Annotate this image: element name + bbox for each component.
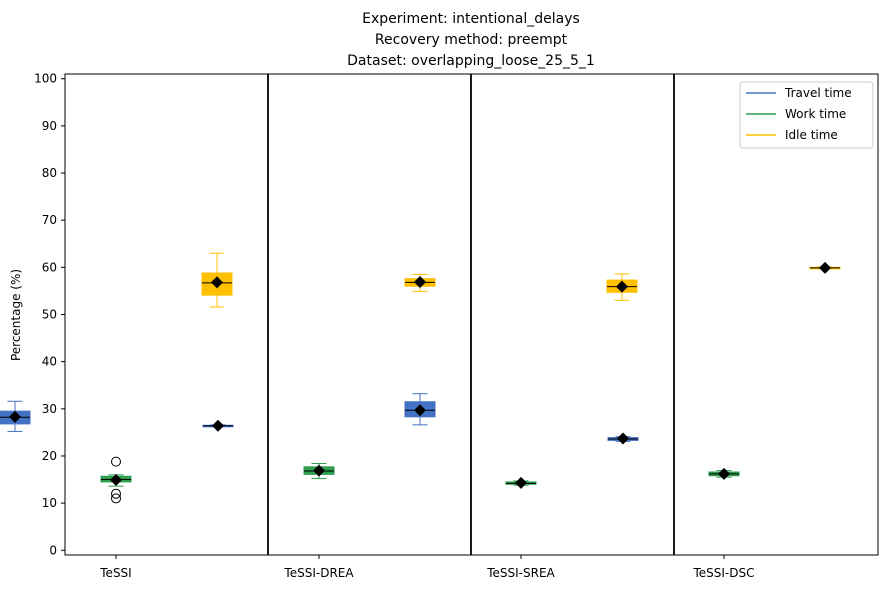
chart-title-line-3: Dataset: overlapping_loose_25_5_1: [347, 53, 595, 69]
y-tick-label: 0: [49, 543, 57, 557]
box-work-time-1: [303, 463, 335, 480]
flier-point: [111, 493, 121, 504]
y-tick-label: 40: [42, 355, 57, 369]
legend-label: Idle time: [785, 128, 838, 142]
mean-marker: [718, 467, 730, 480]
y-tick-label: 80: [42, 166, 57, 180]
x-tick-label: TeSSI-DSC: [692, 566, 754, 580]
y-tick-label: 60: [42, 260, 57, 274]
plot-area: 0 10 20 30 40 50 60 70 80 90 100 TeSSI TeSSI-DREA TeS…: [0, 72, 879, 580]
y-tick-label: 70: [42, 213, 57, 227]
box-work-time-0: [100, 456, 132, 504]
y-tick-label: 90: [42, 119, 57, 133]
y-tick-label: 20: [42, 449, 57, 463]
box-work-time-2: [505, 476, 537, 489]
y-tick-label: 100: [34, 72, 57, 86]
flier-point: [111, 488, 121, 499]
x-tick-label: TeSSI-SREA: [486, 566, 555, 580]
legend-frame: [739, 81, 874, 149]
box-travel-time-0: [0, 400, 31, 432]
y-axis-label: Percentage (%): [9, 269, 23, 361]
chart-title-line-1: Experiment: intentional_delays: [362, 11, 580, 27]
legend-label: Travel time: [784, 86, 852, 100]
legend: Travel time Work time Idle time: [739, 81, 874, 149]
mean-marker: [414, 404, 426, 417]
chart-title-line-2: Recovery method: preempt: [375, 32, 568, 48]
mean-marker: [9, 410, 21, 423]
mean-marker: [616, 280, 628, 293]
legend-label: Work time: [785, 107, 846, 121]
mean-marker: [110, 474, 122, 487]
y-tick-label: 30: [42, 402, 57, 416]
flier-point: [111, 456, 121, 467]
y-tick-label: 10: [42, 496, 57, 510]
box-idle-time-0: [201, 252, 233, 308]
mean-marker: [515, 476, 527, 489]
mean-marker: [414, 275, 426, 288]
mean-marker: [617, 432, 629, 445]
mean-marker: [212, 419, 224, 432]
mean-marker: [819, 261, 831, 274]
box-idle-time-3: [809, 261, 841, 274]
box-idle-time-1: [404, 273, 436, 292]
x-tick-label: TeSSI-DREA: [283, 566, 354, 580]
box-work-time-3: [708, 467, 740, 480]
mean-marker: [211, 276, 223, 289]
box-idle-time-2: [606, 273, 638, 301]
box-travel-time-1: [202, 419, 234, 432]
y-tick-label: 50: [42, 308, 57, 322]
box-travel-time-2: [404, 393, 436, 426]
x-tick-label: TeSSI: [99, 566, 131, 580]
mean-marker: [313, 464, 325, 477]
box-travel-time-3: [607, 432, 639, 445]
